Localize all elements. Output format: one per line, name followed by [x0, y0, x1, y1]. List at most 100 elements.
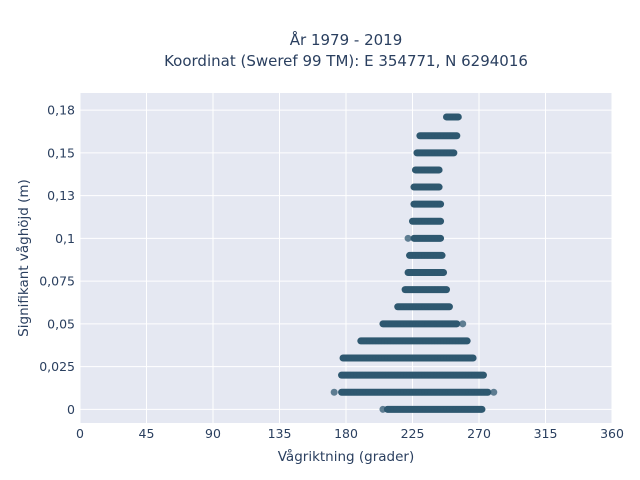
data-point — [418, 252, 425, 259]
data-point — [425, 183, 432, 191]
data-point — [422, 269, 429, 276]
data-point — [397, 389, 404, 396]
data-point — [412, 389, 419, 396]
data-point — [360, 354, 367, 362]
x-axis-title: Vågriktning (grader) — [278, 448, 415, 465]
data-point — [379, 389, 387, 396]
data-point — [428, 406, 435, 413]
data-point — [379, 320, 387, 328]
data-point — [438, 371, 446, 379]
data-point — [438, 320, 446, 328]
data-point — [387, 406, 394, 413]
data-point — [474, 389, 481, 396]
data-point — [438, 303, 446, 310]
data-point — [419, 406, 427, 413]
data-point — [410, 235, 418, 242]
x-tick-label: 270 — [467, 426, 491, 441]
data-point — [432, 303, 440, 310]
data-point — [407, 286, 415, 293]
data-point — [443, 406, 450, 413]
data-point-band — [339, 354, 477, 362]
data-point — [378, 354, 385, 362]
data-point — [424, 252, 431, 259]
data-point — [396, 406, 403, 413]
data-point — [455, 406, 462, 413]
data-point — [421, 218, 428, 225]
data-point — [412, 320, 419, 328]
data-point — [407, 269, 415, 276]
data-point — [379, 405, 387, 413]
data-point — [409, 218, 416, 225]
data-point — [412, 303, 419, 310]
data-point — [444, 303, 452, 310]
data-point — [422, 235, 429, 242]
data-point — [419, 337, 427, 345]
data-point-band — [401, 286, 450, 294]
data-point — [367, 371, 375, 379]
data-point — [400, 371, 407, 379]
data-point — [424, 303, 431, 310]
data-point — [390, 354, 397, 362]
data-point — [443, 113, 450, 121]
data-point — [437, 406, 444, 413]
x-tick-label: 135 — [268, 426, 292, 441]
data-point — [366, 337, 373, 345]
data-point — [443, 132, 450, 139]
data-point — [432, 389, 440, 396]
data-point — [424, 218, 431, 225]
data-point — [415, 252, 422, 259]
data-point — [345, 354, 353, 362]
data-point — [412, 371, 419, 379]
data-point — [425, 235, 432, 242]
data-point — [421, 303, 428, 310]
grid-lines — [79, 93, 613, 423]
data-point — [384, 354, 391, 362]
chart-subtitle: Koordinat (Sweref 99 TM): E 354771, N 62… — [164, 52, 528, 70]
data-point — [455, 337, 462, 345]
data-point — [373, 371, 381, 379]
data-point — [429, 371, 437, 379]
data-point — [413, 286, 421, 293]
data-point-band — [410, 200, 445, 208]
data-point — [406, 320, 413, 328]
data-point — [391, 389, 398, 396]
data-point — [434, 235, 441, 242]
data-point-band — [406, 251, 446, 259]
data-point — [391, 320, 398, 328]
data-point — [468, 371, 475, 379]
data-point — [435, 320, 443, 328]
data-point — [404, 406, 412, 413]
data-point — [416, 406, 424, 413]
data-point — [444, 320, 452, 328]
data-point — [437, 235, 444, 242]
data-point — [461, 337, 468, 345]
data-point — [429, 303, 437, 310]
data-point — [373, 389, 381, 396]
data-point-band — [410, 183, 443, 191]
data-point — [385, 320, 393, 328]
data-point — [452, 337, 459, 345]
data-point — [404, 286, 412, 293]
data-point — [396, 337, 403, 345]
data-point — [431, 200, 438, 208]
data-point — [446, 132, 453, 139]
data-point — [440, 354, 447, 362]
data-point — [424, 389, 431, 396]
data-point — [434, 132, 441, 139]
data-point — [415, 320, 422, 328]
data-point — [437, 149, 444, 157]
data-point — [429, 218, 437, 225]
data-point — [338, 389, 345, 396]
data-point — [401, 337, 409, 345]
data-point — [393, 406, 400, 413]
data-point — [431, 286, 438, 293]
data-point — [438, 252, 446, 259]
data-point — [446, 113, 453, 121]
data-point-band — [379, 320, 461, 328]
data-point — [397, 320, 404, 328]
data-point — [429, 166, 437, 174]
data-point — [428, 235, 435, 242]
data-point — [413, 269, 421, 276]
data-point — [401, 354, 409, 362]
data-point — [370, 371, 378, 379]
